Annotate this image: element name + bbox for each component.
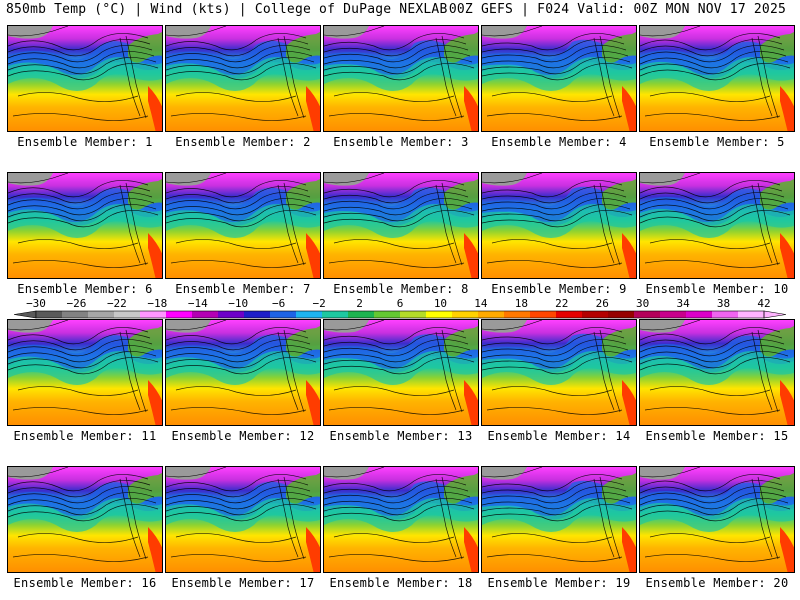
colorbar-swatch (426, 311, 453, 318)
ensemble-member-label: Ensemble Member: 9 (491, 282, 627, 296)
colorbar-swatch (582, 311, 609, 318)
colorbar-tick-label: −10 (228, 297, 249, 310)
ensemble-member-label: Ensemble Member: 19 (487, 576, 631, 590)
ensemble-member-label: Ensemble Member: 2 (175, 135, 311, 149)
ensemble-member-map (481, 172, 637, 279)
colorbar-swatch (686, 311, 713, 318)
colorbar-swatch (218, 311, 245, 318)
colorbar-tick-label: 18 (514, 297, 528, 310)
ensemble-member-label: Ensemble Member: 3 (333, 135, 469, 149)
ensemble-member-label: Ensemble Member: 16 (13, 576, 157, 590)
colorbar-tick-label: 2 (356, 297, 363, 310)
ensemble-member-label: Ensemble Member: 4 (491, 135, 627, 149)
ensemble-member-label: Ensemble Member: 17 (171, 576, 315, 590)
colorbar-tick-label: −2 (312, 297, 326, 310)
colorbar-swatch (556, 311, 583, 318)
ensemble-member-map (165, 25, 321, 132)
colorbar-swatch (114, 311, 141, 318)
colorbar-max-arrow (763, 310, 786, 319)
product-title: 850mb Temp (°C) | Wind (kts) | College o… (6, 2, 448, 17)
colorbar-frame (35, 310, 765, 319)
colorbar-tick-label: 6 (396, 297, 404, 310)
ensemble-member-map (639, 25, 795, 132)
colorbar-swatch (374, 311, 401, 318)
colorbar-swatch (322, 311, 349, 318)
colorbar-swatch (530, 311, 557, 318)
colorbar-swatch (244, 311, 271, 318)
colorbar-tick-label: 22 (555, 297, 569, 310)
colorbar-swatch (36, 311, 63, 318)
colorbar-tick-label: −26 (66, 297, 87, 310)
colorbar-tick-label: 14 (474, 297, 488, 310)
colorbar-swatch (88, 311, 115, 318)
ensemble-member-map (481, 25, 637, 132)
ensemble-member-label: Ensemble Member: 6 (17, 282, 153, 296)
ensemble-member-map (639, 466, 795, 573)
colorbar-swatch (712, 311, 739, 318)
colorbar-min-arrow (14, 310, 37, 319)
ensemble-member-map (323, 466, 479, 573)
colorbar-tick-label: 30 (636, 297, 650, 310)
ensemble-member-map (639, 319, 795, 426)
ensemble-member-label: Ensemble Member: 10 (645, 282, 789, 296)
colorbar-swatch (634, 311, 661, 318)
colorbar-swatch (660, 311, 687, 318)
ensemble-member-label: Ensemble Member: 11 (13, 429, 157, 443)
colorbar-swatch (348, 311, 375, 318)
valid-time-title: 00Z GEFS | F024 Valid: 00Z MON NOV 17 20… (448, 2, 786, 17)
ensemble-member-label: Ensemble Member: 18 (329, 576, 473, 590)
colorbar-swatch (296, 311, 323, 318)
colorbar-tick-label: −14 (187, 297, 208, 310)
ensemble-member-map (323, 25, 479, 132)
ensemble-member-map (323, 319, 479, 426)
colorbar-swatch (400, 311, 427, 318)
colorbar-swatch (270, 311, 297, 318)
colorbar-tick-label: 10 (433, 297, 448, 310)
colorbar-swatch (452, 311, 479, 318)
colorbar-tick-label: 26 (595, 297, 609, 310)
colorbar-tick-label: −6 (272, 297, 286, 310)
colorbar-swatch (738, 311, 765, 318)
ensemble-member-map (7, 25, 163, 132)
colorbar-swatch (504, 311, 531, 318)
colorbar-swatch (166, 311, 193, 318)
ensemble-member-map (165, 319, 321, 426)
ensemble-member-map (7, 319, 163, 426)
ensemble-member-label: Ensemble Member: 8 (333, 282, 469, 296)
colorbar-swatch (478, 311, 505, 318)
ensemble-member-map (323, 172, 479, 279)
ensemble-member-label: Ensemble Member: 5 (649, 135, 785, 149)
ensemble-member-map (7, 466, 163, 573)
ensemble-member-label: Ensemble Member: 15 (645, 429, 789, 443)
ensemble-member-label: Ensemble Member: 13 (329, 429, 473, 443)
ensemble-member-label: Ensemble Member: 1 (17, 135, 153, 149)
ensemble-member-map (639, 172, 795, 279)
ensemble-member-label: Ensemble Member: 7 (175, 282, 311, 296)
ensemble-member-map (481, 319, 637, 426)
colorbar-tick-label: 38 (716, 297, 731, 310)
ensemble-member-label: Ensemble Member: 20 (645, 576, 789, 590)
temperature-colorbar (14, 310, 786, 319)
ensemble-member-map (481, 466, 637, 573)
colorbar-tick-label: −18 (147, 297, 168, 310)
ensemble-member-map (7, 172, 163, 279)
colorbar-swatch (192, 311, 219, 318)
ensemble-member-label: Ensemble Member: 12 (171, 429, 315, 443)
ensemble-member-map (165, 466, 321, 573)
colorbar-tick-label: −22 (106, 297, 127, 310)
colorbar-swatch (608, 311, 635, 318)
colorbar-swatch (62, 311, 89, 318)
ensemble-member-label: Ensemble Member: 14 (487, 429, 631, 443)
colorbar-tick-label: −30 (26, 297, 46, 310)
colorbar-swatch (140, 311, 167, 318)
colorbar-tick-label: 42 (757, 297, 771, 310)
ensemble-member-map (165, 172, 321, 279)
colorbar-tick-label: 34 (676, 297, 690, 310)
